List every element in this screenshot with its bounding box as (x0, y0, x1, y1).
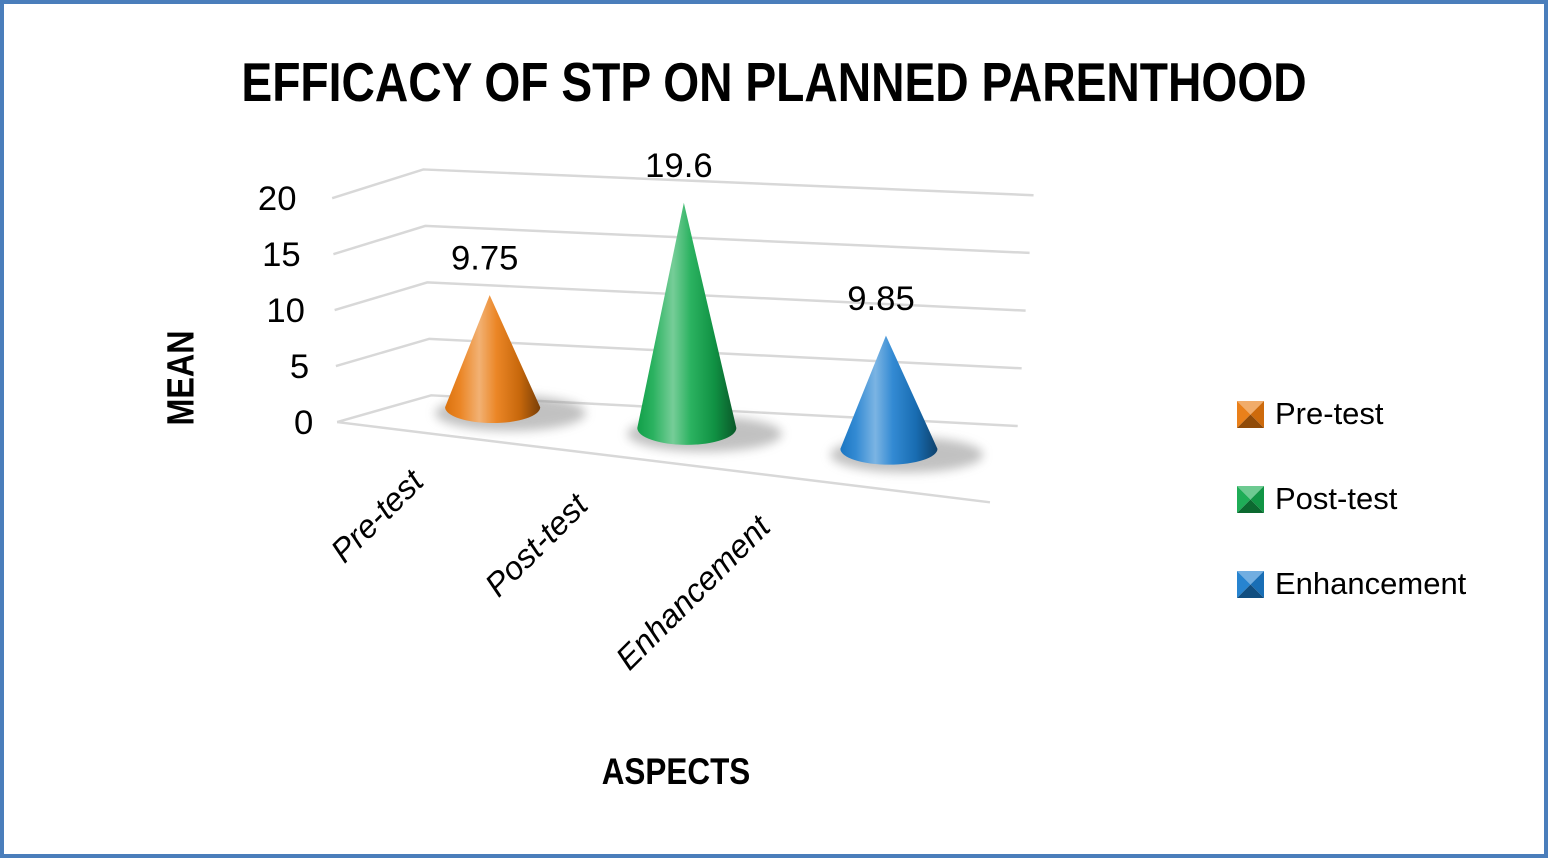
legend-marker-icon (1237, 400, 1264, 428)
legend-item: Pre-test (1237, 396, 1466, 432)
y-tick-label: 15 (262, 236, 301, 274)
x-category-label: Pre-test (323, 461, 431, 569)
plot-area: 0 5 10 15 20 9.75 Pre-test 19.6 Post-test 9.85 Enh… (258, 147, 1034, 677)
y-tick-label: 20 (258, 180, 297, 218)
legend-marker-icon (1237, 485, 1264, 513)
data-label: 19.6 (645, 147, 712, 185)
data-label: 9.75 (451, 239, 518, 277)
y-tick-label: 5 (290, 348, 309, 386)
legend-label: Pre-test (1275, 396, 1384, 431)
gridline (336, 394, 1018, 428)
cone-post-test (637, 202, 737, 445)
gridline (335, 337, 1022, 370)
legend-item: Post-test (1237, 481, 1466, 517)
legend-label: Enhancement (1275, 566, 1467, 601)
floor-edge (336, 420, 991, 504)
x-category-label: Enhancement (608, 506, 778, 676)
legend-label: Post-test (1275, 481, 1398, 516)
x-category-label: Post-test (477, 485, 596, 604)
gridline (333, 224, 1030, 256)
data-label: 9.85 (847, 280, 914, 318)
cone-enhancement (840, 335, 938, 465)
legend-marker-icon (1237, 570, 1264, 598)
y-tick-label: 0 (294, 404, 313, 442)
y-tick-label: 10 (266, 292, 305, 330)
chart-title: EFFICACY OF STP ON PLANNED PARENTHOOD (241, 51, 1307, 113)
x-axis-title: ASPECTS (601, 751, 751, 792)
legend: Pre-test Post-test Enhancement (1237, 396, 1466, 602)
cone-pre-test (445, 295, 541, 424)
legend-item: Enhancement (1237, 566, 1466, 602)
gridline (334, 281, 1026, 312)
gridline (331, 168, 1034, 200)
y-axis-title: MEAN (160, 330, 203, 426)
